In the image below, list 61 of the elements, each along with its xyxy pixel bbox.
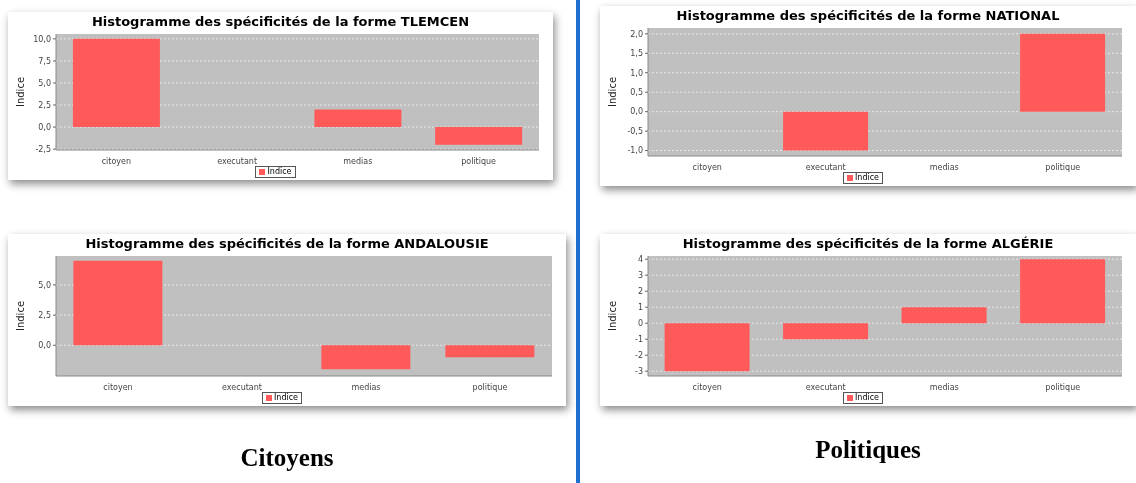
x-tick-label: politique [1045, 162, 1081, 172]
chart-title: Histogramme des spécificités de la forme TLEMCEN [90, 13, 471, 31]
y-tick-label: 2,5 [38, 100, 51, 110]
y-tick-label: 5,0 [38, 280, 51, 290]
text: Citoyens [239, 444, 335, 472]
y-tick-label: 5,0 [38, 78, 51, 88]
legend-label: Indice [267, 167, 292, 177]
y-axis-title: Indice [606, 76, 618, 108]
y-tick-label: -3 [635, 367, 643, 377]
y-tick-label: -1 [635, 335, 643, 345]
x-tick-label: politique [461, 156, 497, 166]
y-axis-title: Indice [606, 300, 618, 332]
legend-label: Indice [273, 393, 299, 403]
y-tick-label: 0,0 [630, 107, 643, 117]
x-tick-label: medias [929, 162, 959, 172]
bar [314, 109, 402, 128]
y-tick-label: -2 [635, 351, 643, 361]
y-tick-label: 4 [637, 255, 643, 265]
x-tick-label: citoyen [103, 382, 133, 392]
chart-title: Histogramme des spécificités de la forme ANDALOUSIE [84, 235, 490, 253]
bar [435, 127, 523, 145]
x-tick-label: executant [217, 156, 258, 166]
y-tick-label: -2,5 [35, 144, 51, 154]
legend-label: Indice [854, 173, 880, 183]
x-tick-label: medias [343, 156, 373, 166]
x-tick-label: politique [472, 382, 508, 392]
y-tick-label: 10,0 [33, 34, 51, 44]
bar [1020, 259, 1106, 324]
chart-title: Histogramme des spécificités de la forme NATIONAL [675, 7, 1061, 25]
y-tick-label: 3 [637, 271, 643, 281]
x-tick-label: citoyen [692, 162, 722, 172]
bar [664, 323, 750, 372]
text: Politiques [814, 436, 922, 464]
y-tick-label: 2,5 [38, 310, 51, 320]
y-tick-label: 0,0 [38, 341, 51, 351]
legend-label: Indice [854, 393, 880, 403]
y-tick-label: 0,5 [630, 88, 643, 98]
x-tick-label: medias [929, 382, 959, 392]
bar [72, 38, 160, 128]
x-tick-label: politique [1045, 382, 1081, 392]
y-tick-label: 0 [637, 319, 643, 329]
y-tick-label: 0,0 [38, 122, 51, 132]
y-axis-title: Indice [14, 76, 26, 108]
y-axis-title: Indice [14, 300, 26, 332]
bar [901, 307, 987, 324]
y-tick-label: 2 [637, 287, 643, 297]
y-tick-label: 1,0 [630, 68, 643, 78]
bar [783, 323, 869, 340]
y-tick-label: 1,5 [630, 49, 643, 59]
y-tick-label: -1,0 [627, 146, 643, 156]
y-tick-label: -0,5 [627, 126, 643, 136]
x-tick-label: executant [805, 162, 846, 172]
x-tick-label: citoyen [101, 156, 132, 166]
x-tick-label: citoyen [692, 382, 722, 392]
y-tick-label: 1 [637, 303, 643, 313]
y-tick-label: 2,0 [630, 29, 643, 39]
chart-title: Histogramme des spécificités de la forme ALGÉRIE [681, 235, 1055, 253]
y-tick-label: 7,5 [38, 56, 51, 66]
x-tick-label: executant [222, 382, 262, 392]
x-tick-label: medias [351, 382, 381, 392]
x-tick-label: executant [805, 382, 846, 392]
